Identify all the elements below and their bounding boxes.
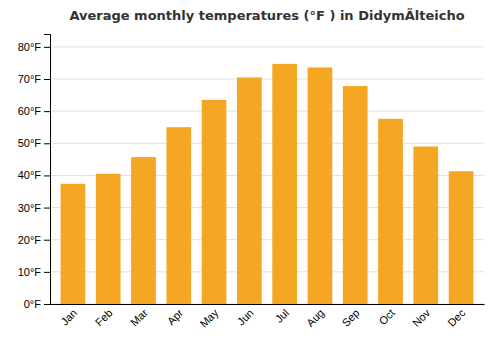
tick-label: Jun: [235, 307, 256, 328]
tick-label: Nov: [410, 306, 433, 329]
tick: Nov: [410, 304, 433, 329]
tick-label: Dec: [445, 306, 468, 329]
tick-label: 10°F: [18, 266, 42, 278]
tick: 30°F: [18, 202, 50, 214]
tick: Apr: [165, 304, 186, 327]
axis-line: [51, 304, 485, 305]
grid-line: [50, 79, 484, 80]
tick: Jul: [273, 304, 291, 325]
tick: 10°F: [18, 266, 50, 278]
tick-line: [44, 240, 50, 241]
tick: Feb: [93, 304, 115, 329]
grid-line: [50, 111, 484, 112]
bar: [378, 119, 403, 304]
tick-label: Apr: [165, 306, 186, 327]
tick: 70°F: [18, 73, 50, 85]
tick-label: Aug: [304, 307, 326, 329]
tick: 60°F: [18, 105, 50, 117]
tick: Mar: [128, 304, 150, 329]
tick: Dec: [445, 304, 468, 329]
tick-label: 70°F: [18, 73, 42, 85]
tick: Aug: [304, 304, 326, 329]
bars: [61, 64, 474, 304]
grid-line: [50, 143, 484, 144]
y-axis: 0°F 10°F 20°F 30°F 40°F 50°F 60°F 70°F 80°F: [18, 35, 51, 311]
bar: [131, 157, 156, 304]
grid: [50, 47, 484, 304]
bar: [61, 184, 86, 304]
tick: 80°F: [18, 41, 50, 53]
bar: [96, 174, 121, 304]
tick-label: Jul: [273, 307, 291, 325]
tick-line: [44, 272, 50, 273]
tick: Sep: [339, 304, 361, 329]
x-axis: Jan Feb Mar Apr May Jun Jul Aug Sep Oct Nov Dec: [51, 304, 485, 330]
tick-label: May: [197, 306, 221, 330]
tick-label: 40°F: [18, 169, 42, 181]
tick-line: [44, 47, 50, 48]
tick-label: Feb: [93, 307, 115, 329]
tick-label: Jan: [58, 307, 79, 328]
grid-line: [50, 46, 484, 47]
tick: Oct: [376, 304, 397, 327]
tick: Jun: [235, 304, 256, 328]
tick-label: 60°F: [18, 105, 42, 117]
tick: 40°F: [18, 169, 50, 181]
tick-label: Oct: [376, 307, 397, 328]
tick: 20°F: [18, 234, 50, 246]
bar: [166, 127, 191, 304]
bar: [343, 86, 368, 304]
title: Average monthly temperatures (°F ) in Di…: [69, 8, 464, 23]
tick-line: [44, 111, 50, 112]
bar: [237, 77, 262, 304]
tick-line: [44, 304, 50, 305]
axis-line: [44, 35, 51, 305]
tick-line: [44, 143, 50, 144]
bar: [449, 171, 474, 304]
bar: [413, 147, 438, 305]
tick-label: 50°F: [18, 137, 42, 149]
tick-line: [44, 79, 50, 80]
tick: 0°F: [24, 298, 50, 310]
tick-line: [44, 208, 50, 209]
tick-label: 0°F: [24, 298, 42, 310]
tick: Jan: [58, 304, 79, 328]
bar: [272, 64, 297, 304]
chart: Jan Feb Mar Apr May Jun Jul Aug Sep Oct Nov Dec 0°F 1…: [0, 0, 500, 350]
tick: May: [197, 304, 221, 330]
tick-line: [44, 175, 50, 176]
tick-label: 80°F: [18, 41, 42, 53]
tick-label: 20°F: [18, 234, 42, 246]
tick-label: Sep: [339, 307, 361, 329]
tick-label: 30°F: [18, 202, 42, 214]
bar: [202, 100, 227, 304]
tick-label: Mar: [128, 306, 150, 328]
bar: [308, 67, 333, 304]
tick: 50°F: [18, 137, 50, 149]
